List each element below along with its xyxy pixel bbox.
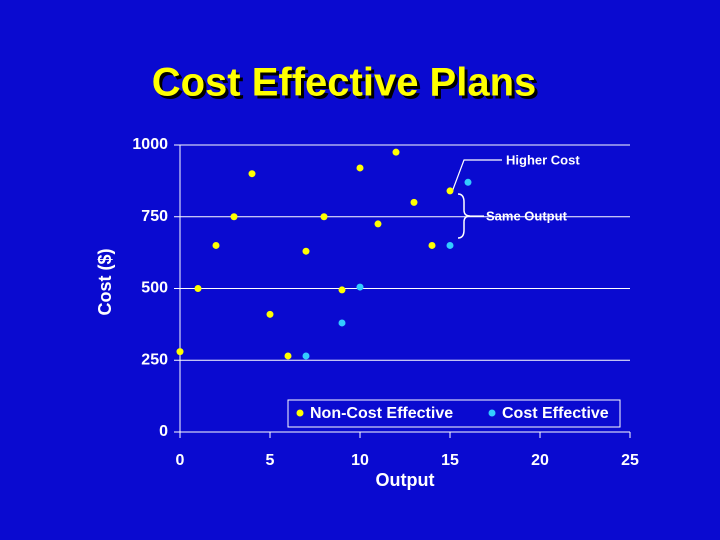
- y-tick-label: 750: [141, 208, 168, 225]
- point: [194, 285, 202, 292]
- legend-box: [287, 399, 621, 428]
- y-tick-label: 0: [159, 423, 168, 440]
- point: [464, 178, 472, 186]
- point: [446, 187, 454, 195]
- y-tick-label: 1000: [132, 136, 168, 153]
- point: [374, 220, 382, 228]
- point: [176, 348, 184, 356]
- point: [302, 352, 310, 360]
- y-tick-label: 250: [141, 351, 168, 368]
- x-tick-label: 5: [266, 452, 275, 469]
- x-tick-label: 20: [531, 452, 549, 469]
- point: [320, 213, 328, 221]
- x-tick-label: 0: [176, 452, 185, 469]
- callout-line: [451, 159, 502, 193]
- legend-marker: [488, 409, 496, 417]
- legend-label: Non-Cost Effective: [310, 405, 453, 422]
- x-axis-label: Output: [376, 470, 435, 490]
- point: [266, 310, 274, 318]
- point: [248, 170, 256, 178]
- point: [446, 241, 454, 249]
- point: [428, 241, 436, 249]
- point: [284, 352, 292, 360]
- chart-title-shadow: Cost Effective Plans: [155, 64, 540, 108]
- annotation: Same Output: [486, 208, 568, 223]
- y-axis-label: Cost ($): [95, 248, 115, 315]
- point: [392, 148, 400, 156]
- point: [338, 319, 346, 327]
- x-tick-label: 15: [441, 452, 459, 469]
- point: [230, 213, 238, 221]
- point: [212, 241, 220, 249]
- annotation: Higher Cost: [506, 152, 580, 167]
- point: [356, 164, 364, 172]
- legend-label: Cost Effective: [502, 405, 609, 422]
- point: [302, 247, 310, 255]
- y-tick-label: 500: [141, 280, 168, 297]
- point: [410, 198, 418, 206]
- point: [356, 283, 364, 291]
- point: [338, 286, 346, 294]
- x-tick-label: 25: [621, 452, 639, 469]
- legend-marker: [296, 409, 304, 417]
- chart-title: Cost Effective Plans: [152, 61, 537, 105]
- x-tick-label: 10: [351, 452, 369, 469]
